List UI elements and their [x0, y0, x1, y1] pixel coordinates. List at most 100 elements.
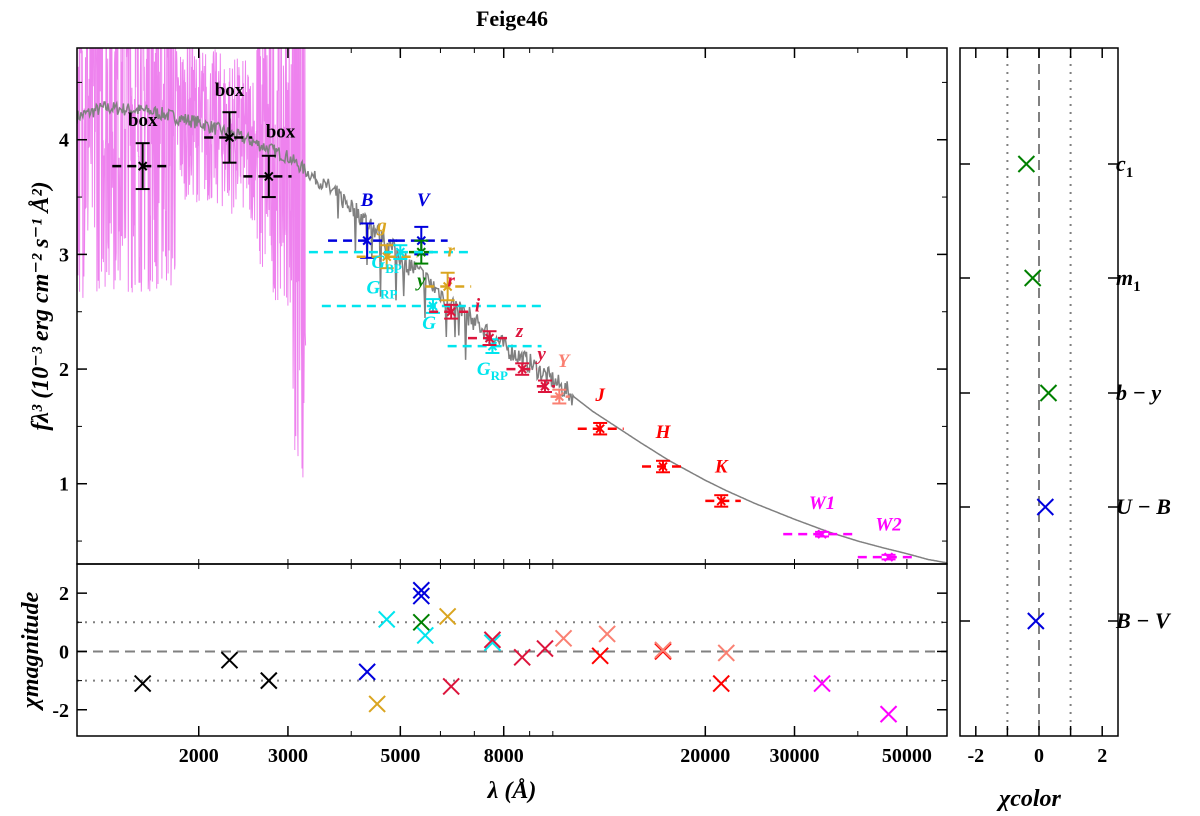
filter-label: GBP	[372, 252, 402, 276]
res-xtick-label: 20000	[680, 745, 730, 767]
photometry-marker	[517, 364, 527, 374]
filter-label: J	[594, 385, 605, 406]
color-reference-lines	[1006, 48, 1072, 736]
filter-label: i	[475, 296, 481, 317]
photometry-marker	[716, 496, 726, 506]
filter-label: Y	[558, 351, 572, 372]
photometry-marker	[446, 307, 456, 317]
residual-marker	[591, 647, 609, 665]
residual-marker	[358, 663, 376, 681]
residual-marker	[368, 695, 386, 713]
color-residual-marker	[1017, 155, 1036, 173]
color-residual-marker	[1039, 384, 1058, 402]
res-xtick-label: 5000	[380, 745, 420, 767]
residual-marker	[813, 674, 831, 693]
residual-marker	[536, 639, 554, 658]
photometry-point	[857, 552, 916, 562]
photometry-point	[447, 338, 542, 355]
color-residual-panel: -2 0 2 c1 m1 b − y U − B B − V	[959, 47, 1172, 767]
photometry-point	[467, 330, 510, 346]
color-xtick-label: -2	[967, 745, 984, 767]
photometry-point	[425, 271, 472, 302]
photometry-marker	[540, 381, 550, 391]
filter-label: r	[447, 271, 455, 292]
sed-ytick-label: 4	[59, 130, 69, 152]
photometry-marker	[395, 247, 406, 257]
residual-marker	[654, 642, 672, 661]
photometry-point	[506, 362, 537, 376]
residual-marker	[513, 648, 531, 666]
photometry-point	[550, 388, 570, 405]
res-xtick-label: 8000	[484, 745, 524, 767]
color-index-labels: c1 m1 b − y U − B B − V	[1115, 151, 1172, 633]
color-index-label: m1	[1116, 265, 1141, 295]
filter-label: W2	[875, 515, 902, 536]
residual-marker	[378, 610, 396, 629]
filter-label: box	[128, 110, 158, 131]
residual-marker	[260, 671, 278, 690]
photometry-marker	[487, 341, 498, 351]
filter-label: K	[714, 456, 729, 477]
residual-marker	[412, 587, 431, 605]
photometry-point	[356, 244, 418, 270]
residual-marker	[654, 641, 672, 659]
residual-marker	[483, 634, 502, 652]
spectrum-line	[77, 48, 307, 478]
photometry-marker	[658, 461, 668, 472]
photometry-point	[321, 298, 542, 314]
photometry-point	[642, 459, 683, 474]
residual-marker	[712, 674, 730, 693]
filter-label: box	[266, 121, 296, 142]
photometry-point	[783, 529, 858, 539]
photometry-point	[705, 494, 741, 508]
filter-label: V	[417, 190, 431, 211]
sed-ytick-label: 1	[59, 474, 69, 496]
sed-y-axis-label: fλ³ (10⁻³ erg cm⁻² s⁻¹ Å²)	[28, 181, 54, 430]
photometry-marker	[382, 251, 392, 262]
filter-label: GRP	[366, 277, 397, 301]
filter-label: GRP	[477, 359, 508, 383]
photometry-marker	[428, 301, 438, 311]
photometry-marker	[595, 423, 605, 434]
color-xtick-label: 0	[1034, 745, 1044, 767]
filter-label: H	[655, 422, 672, 443]
residual-marker	[483, 631, 502, 649]
photometry-point	[243, 154, 292, 199]
res-ytick-label: -2	[52, 700, 69, 722]
color-x-axis-label: χcolor	[996, 786, 1061, 812]
photometry-point	[112, 142, 170, 191]
res-ytick-label: 2	[59, 583, 69, 605]
photometry-point	[429, 303, 472, 320]
residual-marker	[879, 705, 898, 723]
residual-reference-lines	[77, 621, 947, 682]
residual-panel: 2000 3000 5000 8000 20000 30000 50000 -2 0 2	[52, 48, 948, 767]
filter-label: g	[376, 215, 387, 236]
color-index-label: c1	[1116, 151, 1133, 181]
residual-marker	[598, 625, 616, 643]
photometry-point	[536, 379, 556, 393]
residual-y-axis-label: χmagnitude	[18, 591, 44, 711]
residual-marker	[717, 644, 735, 662]
color-residual-marker	[1023, 269, 1042, 287]
observed-spectrum	[77, 48, 307, 478]
photometry-point	[577, 421, 624, 436]
x-axis-label: λ (Å)	[487, 778, 537, 804]
photometry-marker	[817, 529, 827, 539]
photometry-marker	[362, 235, 372, 246]
res-xtick-label: 50000	[882, 745, 932, 767]
res-ytick-label: 0	[59, 641, 69, 663]
photometry-marker	[264, 171, 274, 182]
res-xtick-label: 30000	[770, 745, 820, 767]
color-axes-frame	[959, 47, 1119, 737]
model-sed-curve	[77, 100, 947, 564]
residual-marker	[554, 629, 573, 648]
residual-marker	[442, 677, 460, 696]
filter-label: box	[215, 80, 245, 101]
photometry-marker	[137, 161, 148, 171]
photometry-marker	[224, 132, 235, 143]
filter-label: G	[422, 313, 436, 334]
color-residual-marker	[1027, 612, 1045, 630]
photometry-point	[308, 244, 468, 260]
